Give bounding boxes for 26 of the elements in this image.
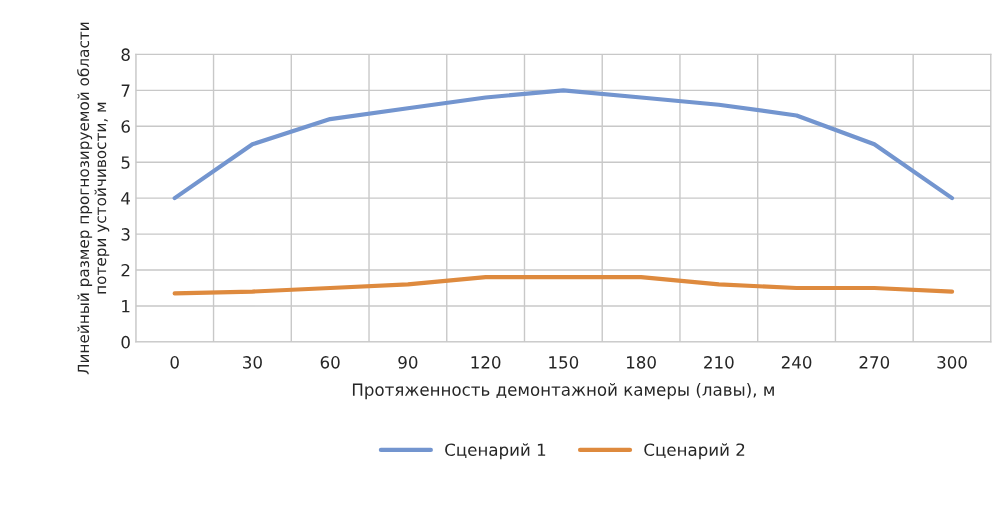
x-tick-label: 180 bbox=[627, 356, 656, 369]
y-tick-label: 5 bbox=[121, 156, 130, 169]
y-tick-label: 1 bbox=[122, 300, 130, 313]
x-tick-label: 0 bbox=[170, 356, 179, 369]
y-tick-label: 0 bbox=[121, 335, 130, 349]
x-tick-label: 30 bbox=[243, 356, 262, 369]
x-tick-label: 60 bbox=[320, 356, 340, 369]
line-series bbox=[172, 88, 955, 201]
y-axis-title: Линейный размер прогнозируемой области потери устойчивости, м bbox=[77, 22, 110, 375]
x-tick-label: 150 bbox=[549, 356, 579, 369]
x-tick-label: 90 bbox=[398, 356, 418, 369]
y-tick-label: 6 bbox=[121, 120, 130, 133]
x-tick-label: 240 bbox=[781, 356, 812, 369]
y-tick-label: 3 bbox=[121, 228, 130, 241]
y-tick-label: 4 bbox=[121, 192, 131, 205]
line-series bbox=[172, 275, 955, 296]
legend-label: Сценарий 2 bbox=[644, 443, 745, 460]
x-axis-title: Протяженность демонтажной камеры (лавы), м bbox=[352, 383, 774, 400]
legend-label: Сценарий 1 bbox=[445, 443, 546, 460]
x-tick-label: 120 bbox=[471, 356, 501, 369]
x-tick-label: 210 bbox=[704, 356, 734, 369]
y-tick-label: 8 bbox=[121, 48, 130, 61]
y-tick-label: 2 bbox=[121, 263, 130, 277]
y-tick-label: 7 bbox=[121, 84, 130, 97]
x-tick-label: 270 bbox=[859, 356, 890, 369]
x-tick-label: 300 bbox=[937, 356, 967, 369]
